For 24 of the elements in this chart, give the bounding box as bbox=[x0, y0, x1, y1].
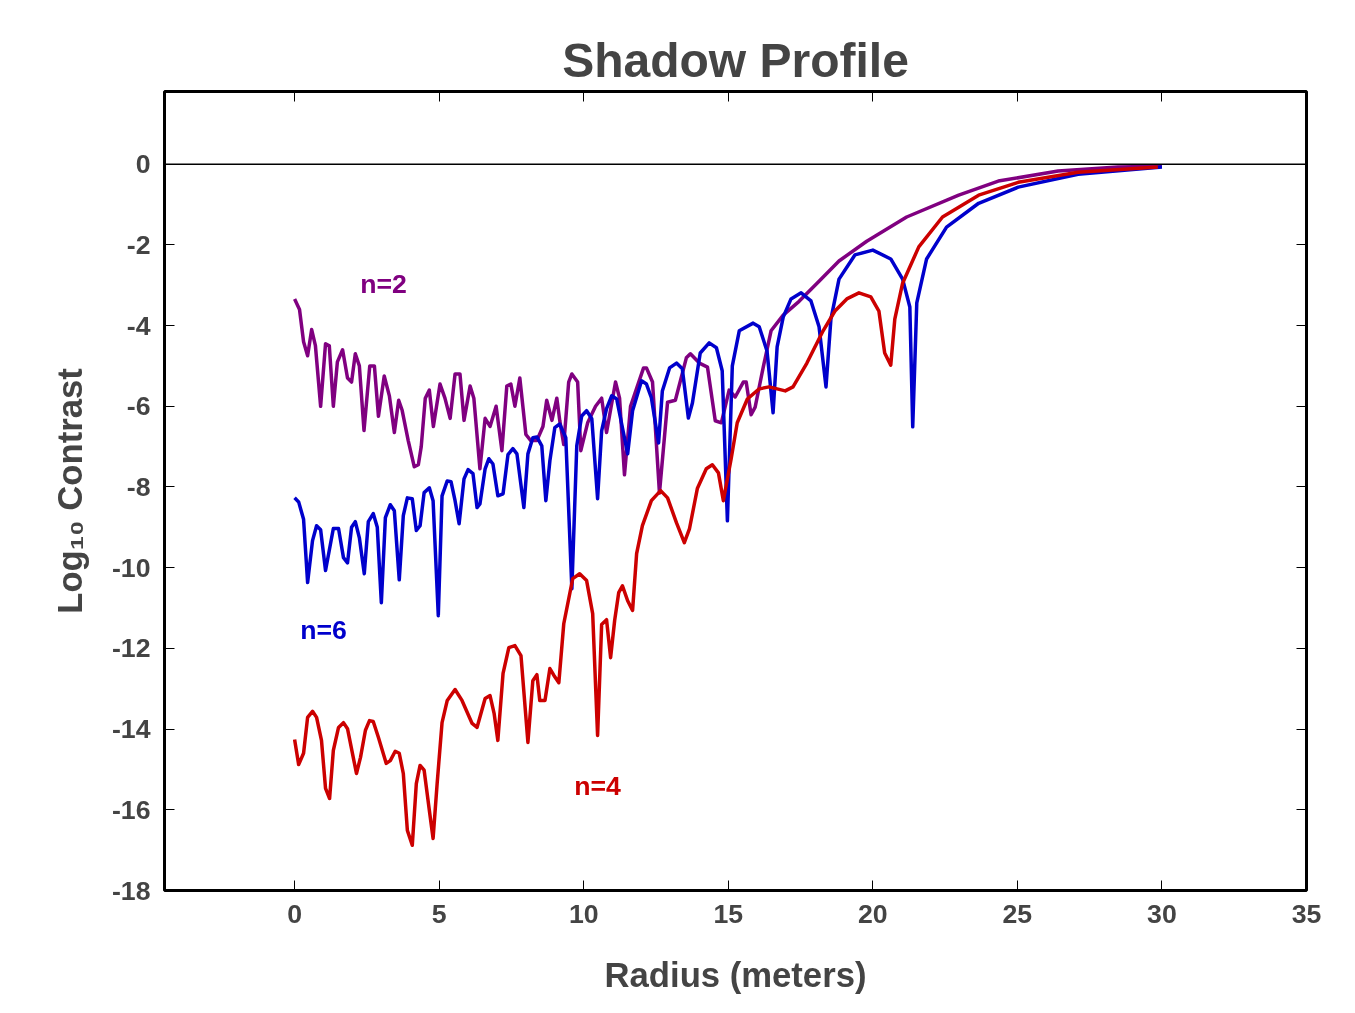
y-tick-label: -18 bbox=[111, 875, 151, 906]
y-tick-label: -6 bbox=[126, 391, 151, 422]
x-tick-label: 30 bbox=[1147, 898, 1177, 929]
y-tick-label: -2 bbox=[126, 229, 151, 260]
x-tick-label: 0 bbox=[287, 898, 303, 929]
series-label: n=6 bbox=[300, 614, 347, 645]
y-tick-label: -14 bbox=[111, 714, 151, 745]
x-tick-label: 10 bbox=[568, 898, 599, 929]
y-tick-label: -10 bbox=[111, 552, 151, 583]
y-tick-label: -12 bbox=[111, 633, 151, 664]
chart-title: Shadow Profile bbox=[562, 33, 909, 87]
y-tick-label: 0 bbox=[135, 149, 151, 180]
y-tick-label: -4 bbox=[126, 310, 151, 341]
x-tick-label: 15 bbox=[713, 898, 744, 929]
y-axis-title: Log₁₀ Contrast bbox=[50, 367, 89, 614]
x-tick-label: 25 bbox=[1002, 898, 1033, 929]
text: n=2 bbox=[360, 268, 407, 299]
x-tick-label: 35 bbox=[1291, 898, 1322, 929]
x-tick-label: 5 bbox=[431, 898, 447, 929]
x-axis-title: Radius (meters) bbox=[604, 955, 867, 994]
x-tick-label: 20 bbox=[858, 898, 888, 929]
y-tick-label: -16 bbox=[111, 794, 151, 825]
series-label: n=4 bbox=[574, 770, 622, 801]
y-tick-label: -8 bbox=[126, 471, 151, 502]
